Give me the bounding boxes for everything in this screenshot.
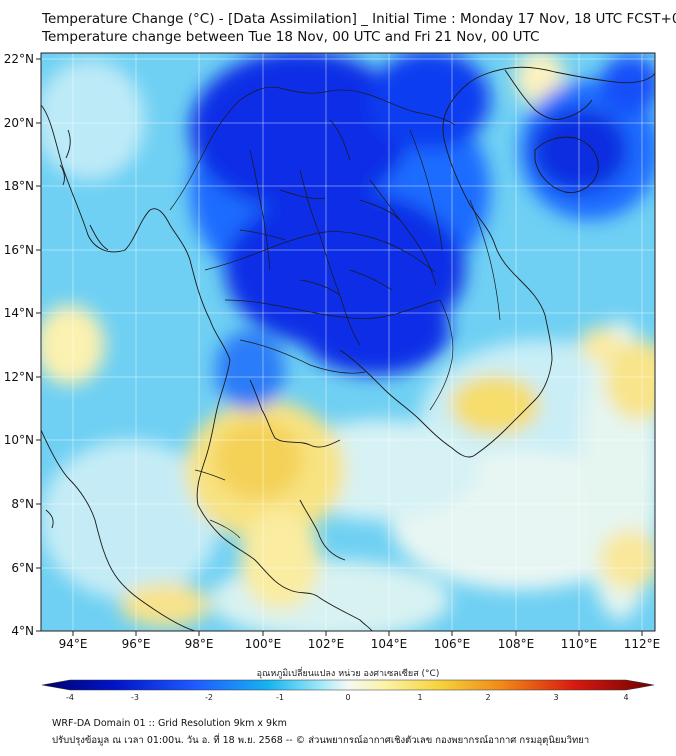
- footer-credit: ปรับปรุงข้อมูล ณ เวลา 01:00น. วัน อ. ที่…: [52, 735, 590, 746]
- map-frame: [40, 52, 656, 632]
- lat-label: 18°N: [4, 179, 34, 193]
- longitude-labels: 94°E 96°E 98°E 100°E 102°E 104°E 106°E 1…: [59, 637, 661, 651]
- lon-label: 106°E: [434, 637, 471, 651]
- colorbar-tick: -2: [205, 693, 213, 702]
- lon-label: 110°E: [561, 637, 598, 651]
- colorbar-tick: 1: [417, 693, 422, 702]
- lon-label: 108°E: [498, 637, 535, 651]
- colorbar-tick: -3: [131, 693, 139, 702]
- lon-label: 104°E: [371, 637, 408, 651]
- gridlines: [41, 53, 655, 631]
- lat-label: 14°N: [4, 306, 34, 320]
- lon-label: 100°E: [245, 637, 282, 651]
- axis-ticks: [36, 58, 643, 636]
- colorbar-tick: 2: [485, 693, 490, 702]
- footer-model-info: WRF-DA Domain 01 :: Grid Resolution 9km …: [52, 718, 287, 729]
- borders: [169, 86, 501, 539]
- colorbar: [41, 679, 655, 691]
- lon-label: 98°E: [185, 637, 214, 651]
- lon-label: 96°E: [122, 637, 151, 651]
- colorbar-tick: 3: [553, 693, 558, 702]
- coastlines: [41, 66, 655, 631]
- lat-label: 12°N: [4, 370, 34, 384]
- lat-label: 4°N: [11, 624, 34, 638]
- colorbar-ticks: -4 -3 -2 -1 0 1 2 3 4: [66, 693, 629, 702]
- lon-label: 112°E: [624, 637, 661, 651]
- lat-label: 6°N: [11, 561, 34, 575]
- colorbar-tick: 0: [345, 693, 350, 702]
- lon-label: 102°E: [308, 637, 345, 651]
- chart-title: Temperature Change (°C) - [Data Assimila…: [42, 11, 676, 27]
- lat-label: 22°N: [4, 52, 34, 66]
- map-svg: 22°N 20°N 18°N 16°N 14°N 12°N 10°N 8°N 6…: [4, 52, 661, 702]
- temperature-field: [41, 53, 655, 631]
- lat-label: 16°N: [4, 243, 34, 257]
- lat-label: 20°N: [4, 116, 34, 130]
- colorbar-tick: 4: [623, 693, 628, 702]
- colorbar-title: อุณหภูมิเปลี่ยนแปลง หน่วย องศาเซลเซียส (…: [257, 666, 440, 679]
- lat-label: 10°N: [4, 433, 34, 447]
- chart-subtitle: Temperature change between Tue 18 Nov, 0…: [42, 29, 540, 45]
- lon-label: 94°E: [59, 637, 88, 651]
- colorbar-tick: -4: [66, 693, 74, 702]
- lat-label: 8°N: [11, 497, 34, 511]
- latitude-labels: 22°N 20°N 18°N 16°N 14°N 12°N 10°N 8°N 6…: [4, 52, 34, 638]
- colorbar-tick: -1: [276, 693, 284, 702]
